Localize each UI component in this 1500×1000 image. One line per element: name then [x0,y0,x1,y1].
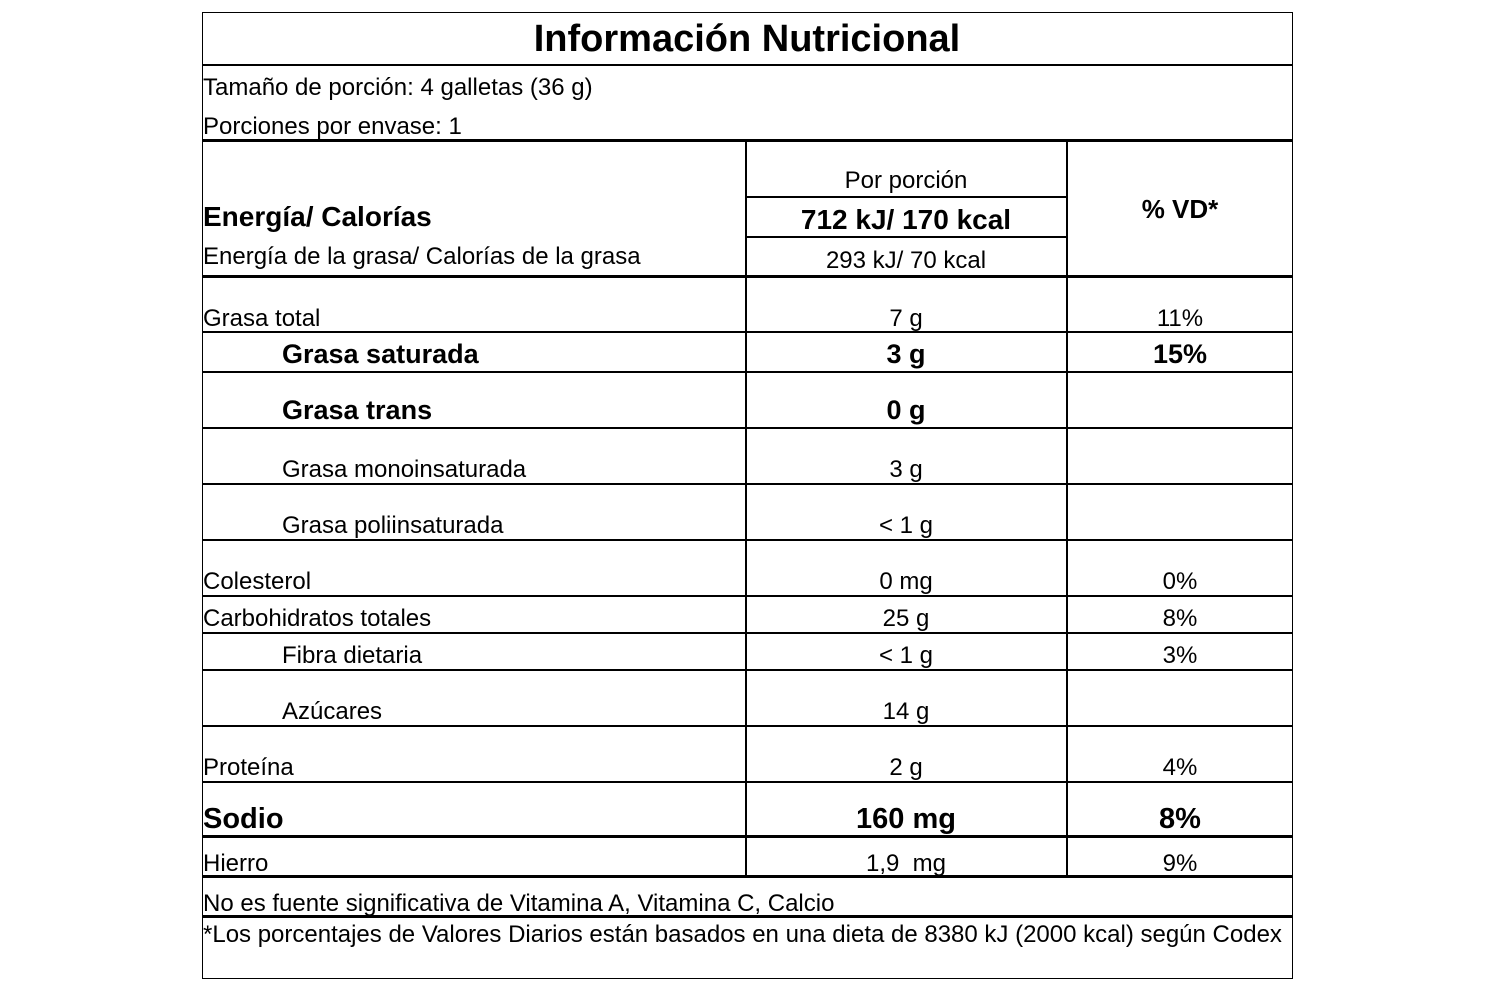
divider-thick [203,835,1292,838]
nutrient-amount-saturated-fat: 3 g [886,339,926,369]
nutrient-dv-dietary-fiber: 3% [1162,642,1198,669]
serving-size: Tamaño de porción: 4 galletas (36 g) [203,74,593,101]
nutrient-name-cholesterol: Colesterol [203,568,312,595]
row-divider [203,427,1292,429]
nutrient-name-iron: Hierro [203,850,269,877]
nutrient-dv-total-carbohydrates: 8% [1162,605,1198,632]
footnote-daily-values: *Los porcentajes de Valores Diarios está… [203,921,1282,948]
nutrient-name-polyunsaturated-fat: Grasa poliinsaturada [282,512,504,539]
nutrient-dv-saturated-fat: 15% [1152,339,1208,369]
dv-header: % VD* [1141,194,1219,224]
row-divider [203,595,1292,597]
row-divider [203,669,1292,671]
fat-energy-label: Energía de la grasa/ Calorías de la gras… [203,243,641,270]
nutrient-name-sodium: Sodio [203,803,284,835]
divider [746,236,1066,238]
nutrient-amount-trans-fat: 0 g [886,395,926,425]
nutrient-dv-total-fat: 11% [1156,305,1204,332]
divider [746,196,1066,198]
per-serving-header: Por porción [844,167,968,194]
nutrient-amount-total-carbohydrates: 25 g [882,605,930,632]
nutrient-dv-iron: 9% [1162,850,1198,877]
panel-title: Información Nutricional [533,18,961,60]
nutrient-name-sugars: Azúcares [282,698,383,725]
divider-thick [203,139,1292,142]
divider [203,64,1292,66]
column-divider [745,277,747,877]
nutrient-amount-monounsaturated-fat: 3 g [889,456,923,483]
nutrient-amount-iron: 1,9 mg [865,850,947,877]
row-divider [203,483,1292,485]
row-divider [203,781,1292,783]
nutrient-amount-sodium: 160 mg [856,803,956,835]
servings-per-container: Porciones por envase: 1 [203,113,462,140]
nutrient-amount-dietary-fiber: < 1 g [878,642,934,669]
nutrient-amount-polyunsaturated-fat: < 1 g [878,512,934,539]
nutrient-dv-cholesterol: 0% [1162,568,1198,595]
nutrient-name-monounsaturated-fat: Grasa monoinsaturada [282,456,527,483]
nutrient-dv-protein: 4% [1162,754,1198,781]
row-divider [203,331,1292,333]
divider-thick [203,275,1292,278]
nutrient-name-total-fat: Grasa total [203,305,321,332]
nutrient-amount-cholesterol: 0 mg [879,568,933,595]
nutrient-name-dietary-fiber: Fibra dietaria [282,642,423,669]
nutrient-name-saturated-fat: Grasa saturada [282,339,479,369]
energy-label: Energía/ Calorías [203,201,432,232]
nutrient-name-trans-fat: Grasa trans [282,395,433,425]
divider-thick [203,875,1292,878]
fat-energy-value: 293 kJ/ 70 kcal [825,247,987,274]
nutrient-amount-total-fat: 7 g [889,305,923,332]
nutrient-name-protein: Proteína [203,754,294,781]
row-divider [203,632,1292,634]
column-divider [745,141,747,278]
row-divider [203,539,1292,541]
nutrition-facts-panel: Información Nutricional Tamaño de porció… [202,12,1293,979]
column-divider [1066,141,1068,278]
row-divider [203,725,1292,727]
footnote-not-significant: No es fuente significativa de Vitamina A… [203,890,835,917]
energy-value: 712 kJ/ 170 kcal [800,204,1012,235]
nutrient-amount-protein: 2 g [889,754,923,781]
nutrient-dv-sodium: 8% [1159,803,1201,835]
row-divider [203,371,1292,373]
column-divider [1066,277,1068,877]
nutrient-amount-sugars: 14 g [882,698,930,725]
divider-thick [203,915,1292,918]
nutrient-name-total-carbohydrates: Carbohidratos totales [203,605,432,632]
